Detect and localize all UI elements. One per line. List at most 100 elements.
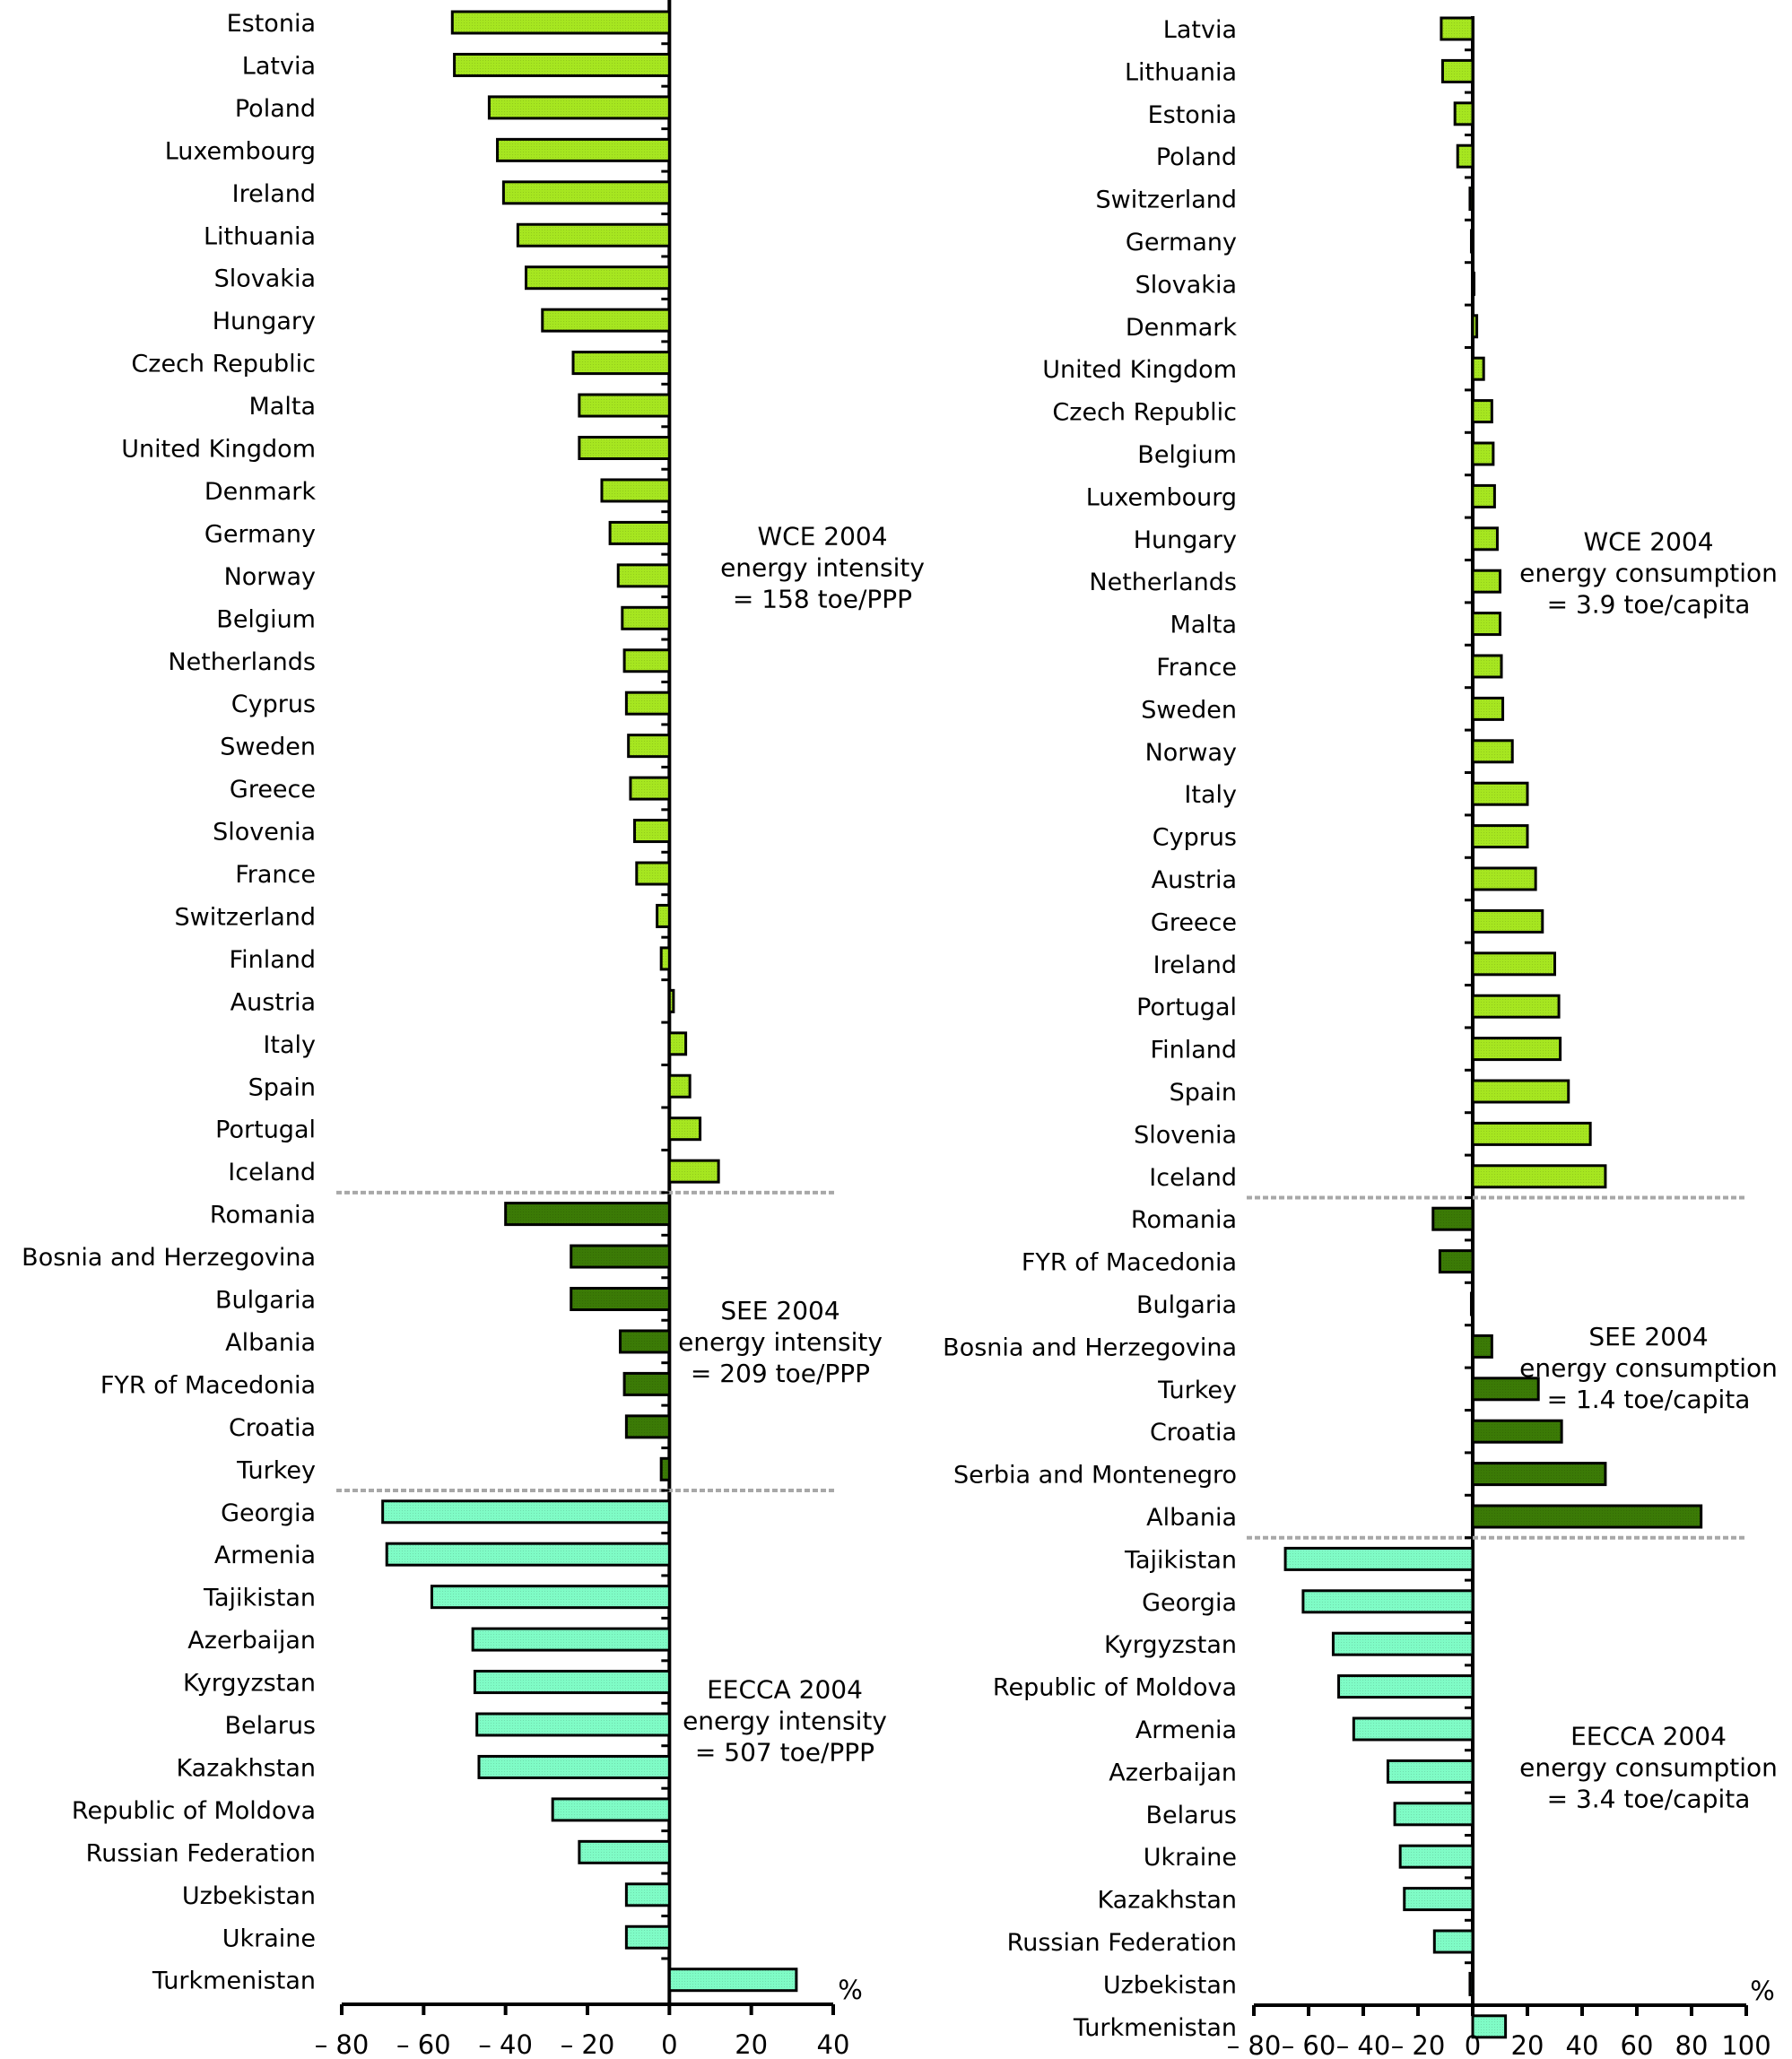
bar-texture xyxy=(661,947,670,969)
category-label: Uzbekistan xyxy=(1103,1971,1237,1999)
bar-texture xyxy=(570,1246,670,1268)
bar-texture xyxy=(454,54,670,76)
category-label: Norway xyxy=(1145,739,1237,767)
x-tick-label: – 40 xyxy=(1336,2030,1391,2059)
category-label: Luxembourg xyxy=(165,137,316,165)
group-annotation-eecca: energy intensity xyxy=(683,1706,887,1735)
category-label: Italy xyxy=(1184,781,1237,809)
category-label: Turkmenistan xyxy=(152,1968,316,1995)
bar-texture xyxy=(1457,145,1473,168)
category-label: Czech Republic xyxy=(131,351,316,378)
category-label: Georgia xyxy=(1142,1589,1237,1617)
category-label: Lithuania xyxy=(204,222,316,250)
bar-texture xyxy=(626,1415,670,1438)
bar-texture xyxy=(1440,1250,1473,1273)
bar-texture xyxy=(1469,1973,1473,1995)
bar-texture xyxy=(578,395,670,417)
category-label: Iceland xyxy=(1149,1164,1237,1192)
category-label: Azerbaijan xyxy=(187,1627,316,1655)
bar-texture xyxy=(1473,783,1527,805)
category-label: Uzbekistan xyxy=(182,1882,316,1910)
category-label: Belarus xyxy=(1146,1802,1237,1829)
bar-texture xyxy=(1469,187,1473,210)
group-annotation-eecca: energy consumption xyxy=(1519,1753,1778,1783)
category-label: Germany xyxy=(1126,229,1237,256)
category-label: Latvia xyxy=(1163,16,1237,44)
category-label: Spain xyxy=(1170,1079,1237,1107)
category-label: Romania xyxy=(210,1202,316,1229)
bar-texture xyxy=(1473,443,1493,465)
group-annotation-eecca: = 3.4 toe/capita xyxy=(1547,1785,1751,1814)
x-tick-label: 20 xyxy=(735,2029,768,2059)
category-label: Spain xyxy=(248,1073,316,1101)
category-label: Finland xyxy=(230,946,316,974)
x-tick-label: 20 xyxy=(1511,2030,1544,2059)
bar-texture xyxy=(1473,1420,1562,1443)
energy-intensity-chart: Estonia Latvia Poland Luxembourg Ireland Lith… xyxy=(22,0,925,2059)
category-label: FYR of Macedonia xyxy=(1022,1249,1237,1277)
bar-texture xyxy=(382,1500,670,1523)
category-label: Kazakhstan xyxy=(176,1754,316,1782)
bar-texture xyxy=(452,12,670,33)
category-label: Ireland xyxy=(232,180,316,208)
category-label: Latvia xyxy=(242,52,316,80)
x-tick-label: 0 xyxy=(1465,2030,1481,2059)
category-label: Georgia xyxy=(221,1499,316,1527)
bar-texture xyxy=(1387,1760,1473,1783)
category-label: Slovakia xyxy=(1135,271,1237,299)
category-label: Italy xyxy=(263,1031,316,1059)
bar-texture xyxy=(1473,1165,1605,1187)
category-label: Slovakia xyxy=(214,265,316,293)
bar-texture xyxy=(1473,1123,1591,1145)
bar-texture xyxy=(1473,1038,1561,1060)
bar-texture xyxy=(1285,1548,1473,1570)
bar-texture xyxy=(387,1543,670,1566)
x-tick-label: 60 xyxy=(1621,2030,1654,2059)
category-label: United Kingdom xyxy=(121,436,316,464)
bar-texture xyxy=(626,692,670,715)
category-label: Denmark xyxy=(1126,314,1237,342)
bar-texture xyxy=(657,905,670,927)
group-annotation-wce: energy consumption xyxy=(1519,559,1778,588)
group-annotation-see: energy consumption xyxy=(1519,1353,1778,1383)
bar-texture xyxy=(669,1117,700,1140)
category-label: Republic of Moldova xyxy=(993,1674,1237,1702)
bar-texture xyxy=(1473,1463,1605,1485)
bar-texture xyxy=(628,734,670,757)
x-unit-label: % xyxy=(1750,1976,1775,2006)
bar-texture xyxy=(1353,1718,1473,1740)
category-label: Croatia xyxy=(1150,1419,1237,1447)
bar-texture xyxy=(626,1926,670,1949)
x-tick-label: – 80 xyxy=(315,2029,370,2059)
category-label: FYR of Macedonia xyxy=(100,1371,316,1399)
bar-texture xyxy=(518,224,670,247)
group-annotation-see: = 209 toe/PPP xyxy=(691,1359,870,1388)
category-label: Portugal xyxy=(215,1116,316,1144)
category-label: Azerbaijan xyxy=(1109,1759,1237,1786)
bar-texture xyxy=(476,1714,670,1735)
group-annotation-wce: = 158 toe/PPP xyxy=(733,584,912,613)
bar-texture xyxy=(1471,230,1473,252)
bar-texture xyxy=(1404,1888,1473,1910)
bar-texture xyxy=(526,266,670,289)
category-label: Slovenia xyxy=(213,819,316,847)
bar-texture xyxy=(1473,1377,1539,1400)
bar-texture xyxy=(630,778,670,800)
x-tick-label: 0 xyxy=(661,2029,677,2059)
bar-texture xyxy=(478,1756,670,1778)
bar-texture xyxy=(1440,18,1473,39)
category-label: Bulgaria xyxy=(1136,1291,1237,1319)
category-label: Kazakhstan xyxy=(1097,1887,1237,1915)
bar-texture xyxy=(1473,952,1555,975)
bar-texture xyxy=(1473,527,1498,550)
category-label: Estonia xyxy=(1148,101,1237,129)
category-label: Sweden xyxy=(1141,696,1237,724)
bar-texture xyxy=(669,1968,796,1991)
bar-texture xyxy=(578,437,670,459)
group-annotation-eecca: = 507 toe/PPP xyxy=(695,1737,874,1767)
bar-texture xyxy=(1473,1506,1701,1527)
bar-texture xyxy=(1455,102,1473,125)
bar-texture xyxy=(1473,612,1501,635)
category-label: Turkmenistan xyxy=(1073,2014,1237,2042)
category-label: Greece xyxy=(1151,908,1237,936)
